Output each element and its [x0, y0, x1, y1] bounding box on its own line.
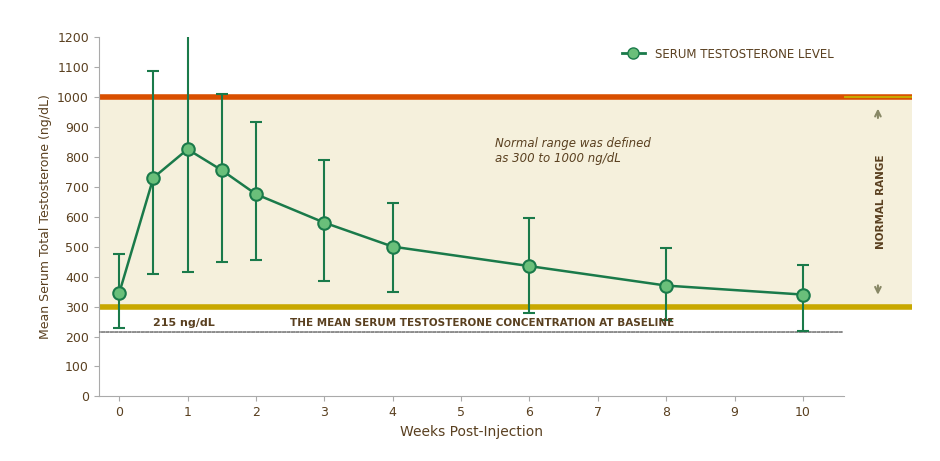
- Text: THE MEAN SERUM TESTOSTERONE CONCENTRATION AT BASELINE: THE MEAN SERUM TESTOSTERONE CONCENTRATIO…: [290, 319, 674, 328]
- Text: Normal range was defined
as 300 to 1000 ng/dL: Normal range was defined as 300 to 1000 …: [495, 137, 651, 165]
- Y-axis label: Mean Serum Total Testosterone (ng/dL): Mean Serum Total Testosterone (ng/dL): [39, 94, 52, 339]
- Bar: [99, 97, 844, 307]
- X-axis label: Weeks Post-Injection: Weeks Post-Injection: [400, 425, 543, 439]
- Text: 215 ng/dL: 215 ng/dL: [153, 319, 215, 328]
- Text: NORMAL RANGE: NORMAL RANGE: [876, 154, 886, 249]
- Bar: [844, 97, 912, 307]
- Legend: SERUM TESTOSTERONE LEVEL: SERUM TESTOSTERONE LEVEL: [617, 43, 838, 65]
